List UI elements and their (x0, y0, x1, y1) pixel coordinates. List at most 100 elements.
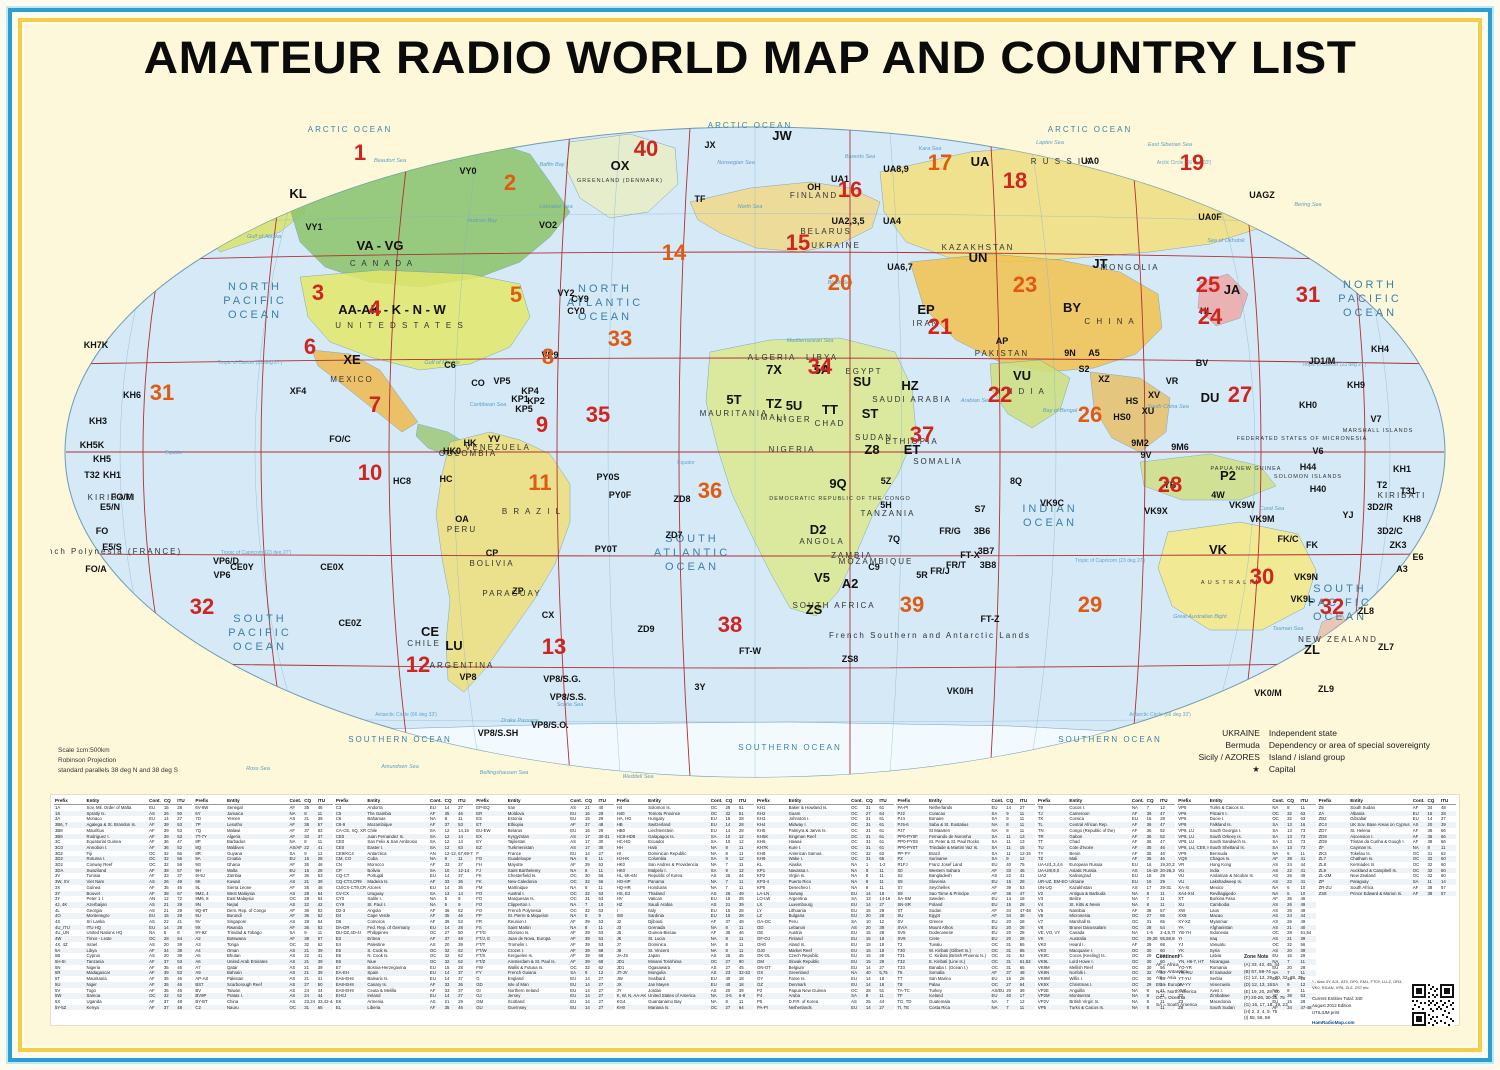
table-row[interactable]: HS, E2 Thailand AS 26 49 (615, 890, 755, 897)
table-row[interactable]: 4O Montenegro EU 15 28 (54, 913, 193, 920)
table-row[interactable]: TN Congo (Republic of the) AF 36 52 (1037, 828, 1175, 834)
table-row[interactable]: VK9C Cocos (Keeling) Is. OC 29 54 (1037, 953, 1175, 959)
table-row[interactable]: KH9 Wake I. OC 31 65 (756, 856, 895, 863)
table-row[interactable]: S7 Seychelles AF 39 53 (896, 885, 1034, 891)
table-row[interactable]: SV9 Crete EU 20 28 (896, 936, 1035, 942)
table-row[interactable]: 9I-9J Zambia AF 36 53 (194, 873, 332, 879)
table-row[interactable]: UN-UQ Kazakhstan AS 17 29-31 (1037, 885, 1175, 891)
table-row[interactable]: FK Chesterfield Is. OC 30 56 (475, 873, 613, 879)
table-row[interactable]: CY0 Sable I. NA 5 9 (335, 896, 473, 902)
table-row[interactable]: VP5 Turks & Caicos Is. NA 8 11 (1177, 805, 1315, 811)
table-row[interactable]: XA-XI Mexico NA 6 10 (1177, 885, 1315, 891)
qr-code[interactable] (1412, 984, 1454, 1026)
table-row[interactable]: GM Scotland EU 14 27 (475, 999, 613, 1005)
table-row[interactable]: PP0-PY0F Fernando de Noronha SA 11 13 (896, 833, 1035, 840)
table-row[interactable]: KG4 Guantanamo Bay NA 8 11 (616, 999, 754, 1005)
table-row[interactable]: OZ Denmark EU 14 18 (756, 981, 895, 988)
table-row[interactable]: VK9N Norfolk I. OC 32 60 (1036, 970, 1176, 977)
table-row[interactable]: 7P Lesotho AF 38 57 (194, 822, 333, 828)
table-row[interactable]: D2-3 Angola AF 36 52 (335, 908, 473, 914)
table-row[interactable]: 9M2, 4 West Malaysia AS 28 54 (194, 890, 333, 897)
table-row[interactable]: TR Gabon AF 36 52 (1036, 833, 1176, 840)
table-row[interactable]: OY Faroe Is. EU 14 18 (756, 976, 894, 982)
table-row[interactable]: EP-EQ Iran AS 21 40 (475, 805, 613, 811)
table-row[interactable]: VP8, LU, CE9, HF0, R1South Shetland Is.S… (1177, 844, 1316, 851)
table-row[interactable]: TG, TD Guatemala NA 7 12 (896, 999, 1034, 1005)
table-row[interactable]: ZD9 Tristan da Cunha & Gough I. AF 38 66 (1318, 839, 1456, 845)
table-row[interactable]: EX Kyrgyzstan AS 17 30-31 (475, 833, 614, 840)
table-row[interactable]: EY Tajikistan AS 17 30 (475, 839, 613, 845)
table-row[interactable]: H40 Temotu Province OC 32 51 (615, 810, 755, 817)
table-row[interactable]: T7 San Marino EU 15 28 (896, 976, 1034, 982)
table-row[interactable]: ZL-ZM New Zealand OC 32 60 (1318, 873, 1456, 879)
table-row[interactable]: FP St. Pierre & Miquelon NA 5 9 (475, 913, 614, 920)
table-row[interactable]: 9X Rwanda AF 36 52 (194, 924, 333, 931)
table-row[interactable]: TI, TE Costa Rica NA 7 11 (896, 1004, 1035, 1011)
table-row[interactable]: 3C0 Annobon I. AF 36 52 (54, 844, 193, 851)
table-row[interactable]: FW Wallis & Futuna Is. OC 32 62 (475, 965, 613, 971)
table-row[interactable]: J6 St. Lucia NA 8 11 (615, 936, 755, 942)
table-row[interactable]: D4 Cape Verde AF 35 46 (334, 913, 474, 920)
table-row[interactable]: 5N Nigeria AF 35 46 (54, 965, 192, 971)
table-row[interactable]: YT-YU Serbia EU 15 28 (1177, 976, 1315, 982)
table-row[interactable]: 3B8 Mauritius AF 39 53 (54, 828, 192, 834)
table-row[interactable]: EZ Turkmenistan AS 17 30 (475, 844, 614, 851)
table-row[interactable]: UA2 Kaliningrad EU 15 29 (1037, 873, 1175, 879)
table-row[interactable]: A6 United Arab Emirates AS 21 39 (194, 958, 333, 965)
table-row[interactable]: 5V Togo AF 35 46 (54, 988, 192, 994)
table-row[interactable]: E6 Niue OC 32 62 (334, 958, 474, 965)
table-row[interactable]: KH2 Guam OC 27 64 (756, 810, 895, 817)
table-row[interactable]: P5 D.P.R. of Korea AS 25 44 (756, 999, 894, 1005)
table-row[interactable]: FG Guadeloupe NA 8 11 (475, 856, 614, 863)
table-row[interactable]: FR Reunion I. AF 39 53 (475, 919, 613, 925)
table-row[interactable]: VK9L Lord Howe I. OC 30 60 (1036, 958, 1176, 965)
table-row[interactable]: JW Svalbard EU 40 18 (616, 976, 754, 982)
table-row[interactable]: GU Guernsey EU 14 27 (475, 1004, 614, 1011)
table-row[interactable]: G England EU 14 27 (475, 976, 613, 982)
table-row[interactable]: ZK3 Tokelau Is. OC 31 62 (1318, 851, 1456, 857)
table-row[interactable]: E7 Bosnia-Herzegovina EU 15 28 (335, 965, 473, 971)
table-row[interactable]: 6V-6W Senegal AF 35 46 (194, 805, 332, 811)
table-row[interactable]: VU Andaman & Nicobar Is. AS 26 49 (1177, 873, 1315, 879)
table-row[interactable]: YL Latvia EU 15 29 (1177, 953, 1315, 959)
table-row[interactable]: 8P Barbados NA 8 11 (194, 839, 332, 845)
table-row[interactable]: CV-CX Uruguay SA 13 14 (334, 890, 474, 897)
table-row[interactable]: TY Benin AF 35 46 (1037, 851, 1175, 857)
table-row[interactable]: ZF Cayman Is. NA 8 11 (1317, 844, 1457, 851)
table-row[interactable]: 4J, 4K Azerbaijan AS 21 29 (54, 901, 193, 908)
table-row[interactable]: VK9X Christmas I. OC 29 54 (1036, 981, 1176, 988)
table-row[interactable]: P2 Papua New Guinea OC 28 51 (756, 988, 894, 994)
table-row[interactable]: YN, H6-7, HT Nicaragua NA 7 11 (1177, 958, 1316, 965)
table-row[interactable]: KH0 Mariana Is. OC 27 64 (615, 1004, 755, 1011)
table-row[interactable]: 4U_ITU ITU HQ EU 14 28 (54, 924, 193, 931)
table-row[interactable]: YV-YY Venezuela SA 9 12 (1177, 981, 1316, 988)
table-row[interactable]: CA-CE, XQ, XR Chile SA 12 14,16 (335, 828, 473, 834)
table-row[interactable]: JD1 Ogasawara AS 27 45 (616, 965, 754, 971)
table-row[interactable]: KH5K Kingman Reef OC 31 61 (756, 833, 895, 840)
table-row[interactable]: VP6 Ducie I. OC 32 63 (1177, 816, 1315, 822)
table-row[interactable]: LZ Bulgaria EU 20 28 (756, 913, 895, 920)
table-row[interactable]: OX Greenland NA 40 5,75 (756, 970, 895, 977)
table-row[interactable]: C2 Nauru OC 31 65 (194, 1004, 333, 1011)
table-row[interactable]: 9U Burundi AF 36 52 (194, 913, 333, 920)
table-row[interactable]: 3X Guinea AF 35 46 (54, 885, 192, 891)
table-row[interactable]: 3B6, 7 Agalega & St. Brandon Is. AF 39 53 (54, 822, 193, 828)
table-row[interactable]: EI-EJ Ireland EU 14 27 (334, 993, 474, 999)
table-row[interactable]: GJ Jersey EU 14 27 (475, 993, 614, 999)
table-row[interactable]: KH7K Kure I. OC 31 61 (756, 844, 895, 851)
table-row[interactable]: K, W, N, AA-AK United States of America NA… (615, 993, 755, 999)
table-row[interactable]: ST Sudan AF 34 47-48 (896, 908, 1034, 914)
table-row[interactable]: E3 Eritrea AF 37 48 (334, 936, 474, 942)
table-row[interactable]: 3DA Swaziland AF 38 57 (54, 867, 193, 874)
table-row[interactable]: S5 Slovenia EU 15 28 (896, 879, 1035, 885)
table-row[interactable]: 3W, XV Viet Nam AS 26 49 (54, 879, 193, 885)
table-row[interactable]: VK9M Mellish Reef OC 30 56 (1037, 965, 1175, 971)
table-row[interactable]: 3V Tunisia AF 33 37 (54, 873, 192, 879)
table-row[interactable]: SA-SM Sweden EU 14 18 (896, 896, 1034, 902)
table-row[interactable]: CN Morocco AF 33 37 (335, 862, 473, 868)
table-row[interactable]: ZL8 Kermadec Is. OC 32 60 (1318, 862, 1456, 868)
table-row[interactable]: OJ0 Market Reef EU 15 18 (756, 947, 895, 954)
table-row[interactable]: J2 Djibouti AF 37 48 (616, 919, 754, 925)
